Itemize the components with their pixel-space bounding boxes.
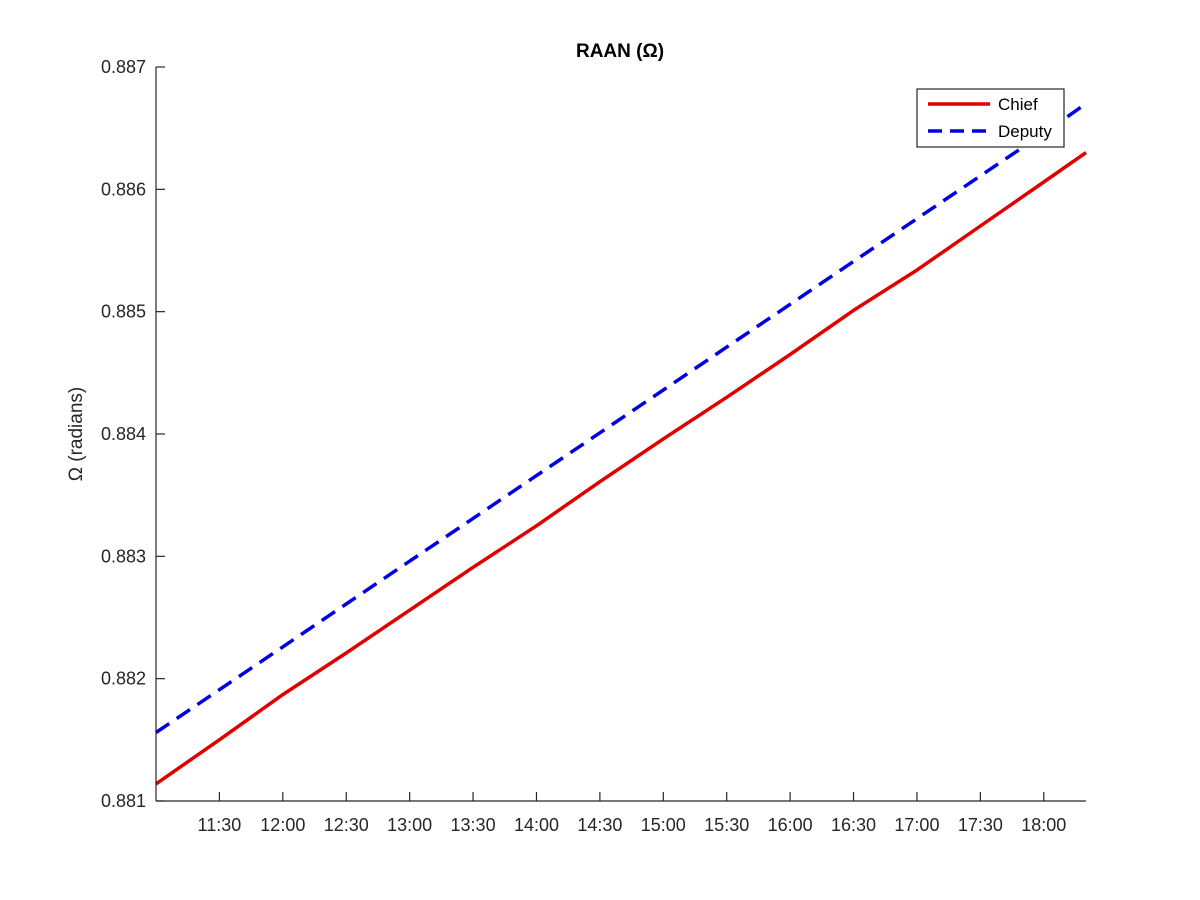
x-tick-label: 15:00 [641,815,686,835]
plot-area [156,67,1086,801]
y-axis-ticks: 0.881 0.882 0.883 0.884 0.885 0.886 0.887 [101,57,165,811]
x-tick-label: 15:30 [704,815,749,835]
y-axis-label: Ω (radians) [66,387,87,481]
x-tick-label: 16:30 [831,815,876,835]
y-tick-label: 0.884 [101,424,146,444]
chart-title: RAAN (Ω) [576,41,664,62]
legend-box [916,88,1065,148]
y-tick-label: 0.881 [101,791,146,811]
y-tick-label: 0.887 [101,57,146,77]
y-tick-label: 0.882 [101,669,146,689]
x-tick-label: 13:30 [451,815,496,835]
x-tick-label: 18:00 [1021,815,1066,835]
x-tick-label: 12:30 [324,815,369,835]
x-tick-label: 17:30 [958,815,1003,835]
x-tick-label: 14:00 [514,815,559,835]
series-layer [155,102,1088,786]
series-line-deputy [155,102,1088,734]
x-tick-label: 17:00 [894,815,939,835]
y-tick-label: 0.883 [101,546,146,566]
x-tick-label: 16:00 [768,815,813,835]
legend-deputy-label: Deputy [998,122,1052,141]
x-tick-label: 11:30 [198,815,242,835]
y-tick-label: 0.885 [101,302,146,322]
x-tick-label: 12:00 [260,815,305,835]
x-axis-ticks: 11:30 12:00 12:30 13:00 13:30 14:00 14:30 15:00… [198,792,1066,835]
x-tick-label: 14:30 [577,815,622,835]
x-tick-label: 13:00 [387,815,432,835]
legend-chief-label: Chief [998,95,1038,114]
series-line-chief [155,151,1088,786]
legend: Chief Deputy [916,88,1065,148]
y-tick-label: 0.886 [101,179,146,199]
